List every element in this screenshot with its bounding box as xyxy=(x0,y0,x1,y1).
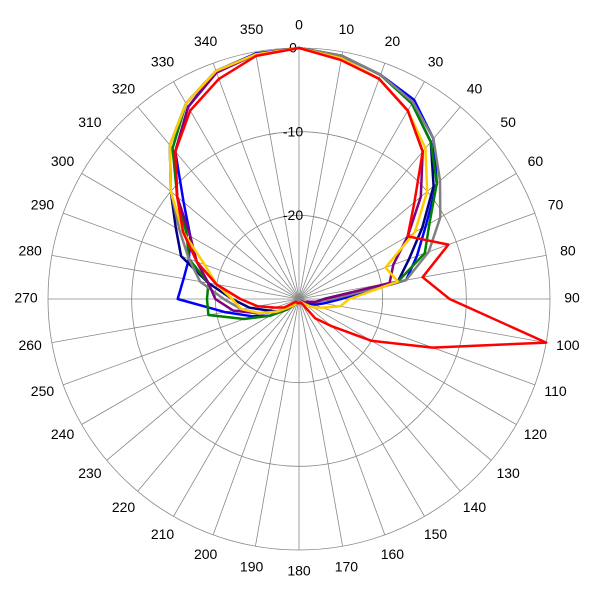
angle-label: 80 xyxy=(560,242,576,258)
angle-label: 130 xyxy=(496,465,520,481)
angle-label: 20 xyxy=(385,33,401,49)
spoke xyxy=(51,255,300,300)
angle-label: 330 xyxy=(151,53,175,69)
angle-label: 340 xyxy=(194,33,218,49)
spoke xyxy=(298,298,517,425)
angle-label: 110 xyxy=(544,383,567,399)
r-tick-label: -20 xyxy=(283,207,303,223)
spoke xyxy=(298,63,386,300)
spoke xyxy=(81,298,300,425)
r-tick-label: -10 xyxy=(283,123,303,139)
angle-label: 70 xyxy=(548,196,564,212)
angle-label: 10 xyxy=(339,21,355,37)
spoke xyxy=(137,298,300,492)
spoke xyxy=(298,298,386,535)
ring xyxy=(131,131,467,467)
angle-label: 90 xyxy=(564,290,580,306)
spoke xyxy=(173,298,300,517)
angle-label: 140 xyxy=(463,499,487,515)
spoke xyxy=(212,298,300,535)
angle-label: 310 xyxy=(78,114,102,130)
spoke xyxy=(106,137,300,300)
angle-label: 280 xyxy=(18,242,42,258)
angle-label: 180 xyxy=(287,563,311,579)
spoke xyxy=(212,63,300,300)
angle-label: 320 xyxy=(112,81,136,97)
angle-label: 300 xyxy=(51,153,75,169)
angle-label: 260 xyxy=(18,337,42,353)
spoke xyxy=(255,51,300,300)
spoke xyxy=(298,298,425,517)
spoke xyxy=(298,298,535,386)
angle-label: 250 xyxy=(31,383,55,399)
angle-label: 190 xyxy=(240,559,264,575)
angle-label: 220 xyxy=(112,499,136,515)
spoke xyxy=(298,298,461,492)
angle-label: 50 xyxy=(500,114,516,130)
angle-label: 240 xyxy=(51,426,75,442)
spoke xyxy=(298,137,492,300)
angle-label: 230 xyxy=(78,465,102,481)
angle-label: 270 xyxy=(14,290,38,306)
angle-label: 0 xyxy=(295,17,303,33)
angle-label: 120 xyxy=(524,426,548,442)
angle-label: 150 xyxy=(424,526,448,542)
spoke xyxy=(255,298,300,547)
spoke xyxy=(298,298,343,547)
angle-label: 170 xyxy=(335,559,359,575)
angle-label: 40 xyxy=(467,81,483,97)
angle-label: 200 xyxy=(194,546,218,562)
spoke xyxy=(173,81,300,300)
angle-label: 350 xyxy=(240,21,264,37)
angle-label: 290 xyxy=(31,196,55,212)
angle-label: 30 xyxy=(428,53,444,69)
spoke xyxy=(137,106,300,300)
series-line xyxy=(174,46,548,349)
angle-label: 60 xyxy=(528,153,544,169)
angle-label: 100 xyxy=(556,337,580,353)
spoke xyxy=(298,51,343,300)
angle-label: 160 xyxy=(381,546,405,562)
spoke xyxy=(298,81,425,300)
angle-label: 210 xyxy=(151,526,175,542)
spoke xyxy=(106,298,300,461)
